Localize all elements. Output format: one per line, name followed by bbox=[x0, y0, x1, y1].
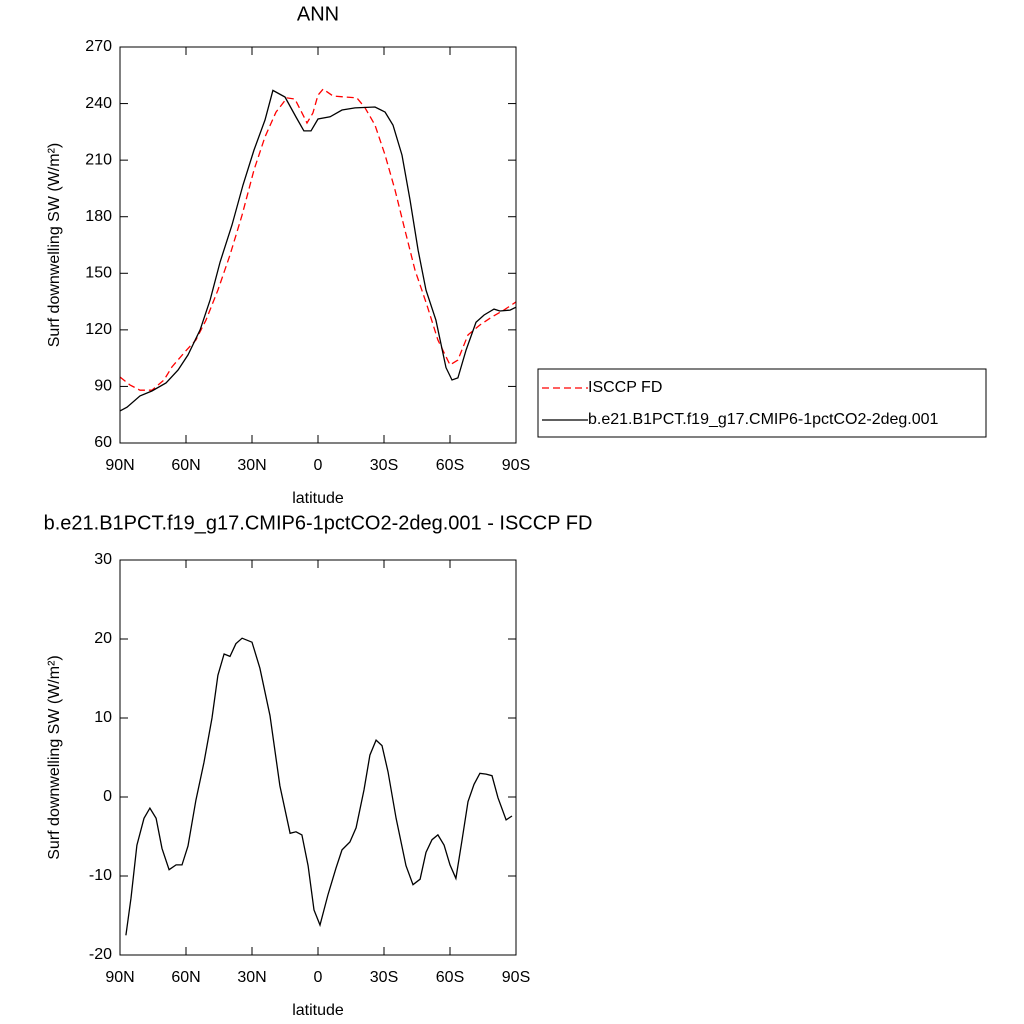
chart-title: b.e21.B1PCT.f19_g17.CMIP6-1pctCO2-2deg.0… bbox=[44, 512, 593, 534]
y-axis-label: Surf downwelling SW (W/m²) bbox=[46, 655, 63, 859]
y-tick-label: 90 bbox=[94, 378, 112, 395]
x-tick-label: 0 bbox=[314, 969, 323, 986]
legend-box bbox=[537, 368, 987, 438]
plot-frame bbox=[119, 559, 517, 956]
chart-title: ANN bbox=[297, 3, 339, 25]
y-tick-label: 60 bbox=[94, 434, 112, 451]
y-tick-label: 240 bbox=[85, 95, 112, 112]
data-line bbox=[119, 89, 517, 412]
x-axis-label: latitude bbox=[292, 490, 344, 507]
x-tick-label: 30N bbox=[237, 457, 266, 474]
data-line bbox=[125, 637, 513, 936]
legend-label: b.e21.B1PCT.f19_g17.CMIP6-1pctCO2-2deg.0… bbox=[588, 411, 939, 428]
y-tick-label: 10 bbox=[94, 709, 112, 726]
x-tick-label: 90S bbox=[502, 969, 530, 986]
y-tick-label: 180 bbox=[85, 208, 112, 225]
legend-label: ISCCP FD bbox=[588, 379, 662, 396]
x-tick-label: 90N bbox=[105, 457, 134, 474]
y-tick-label: 20 bbox=[94, 630, 112, 647]
x-tick-label: 30S bbox=[370, 969, 398, 986]
y-tick-label: 270 bbox=[85, 38, 112, 55]
x-tick-label: 60N bbox=[171, 969, 200, 986]
x-axis-label: latitude bbox=[292, 1002, 344, 1019]
x-tick-label: 60N bbox=[171, 457, 200, 474]
plot-frame bbox=[119, 46, 517, 444]
x-tick-label: 0 bbox=[314, 457, 323, 474]
y-tick-label: 150 bbox=[85, 265, 112, 282]
x-tick-label: 60S bbox=[436, 969, 464, 986]
y-tick-label: 210 bbox=[85, 151, 112, 168]
x-tick-label: 60S bbox=[436, 457, 464, 474]
x-tick-label: 30S bbox=[370, 457, 398, 474]
data-line bbox=[119, 88, 517, 391]
y-tick-label: 0 bbox=[103, 788, 112, 805]
y-tick-label: -20 bbox=[89, 946, 112, 963]
x-tick-label: 90N bbox=[105, 969, 134, 986]
x-tick-label: 90S bbox=[502, 457, 530, 474]
y-tick-label: 120 bbox=[85, 321, 112, 338]
y-axis-label: Surf downwelling SW (W/m²) bbox=[46, 143, 63, 347]
x-tick-label: 30N bbox=[237, 969, 266, 986]
y-tick-label: 30 bbox=[94, 551, 112, 568]
y-tick-label: -10 bbox=[89, 867, 112, 884]
